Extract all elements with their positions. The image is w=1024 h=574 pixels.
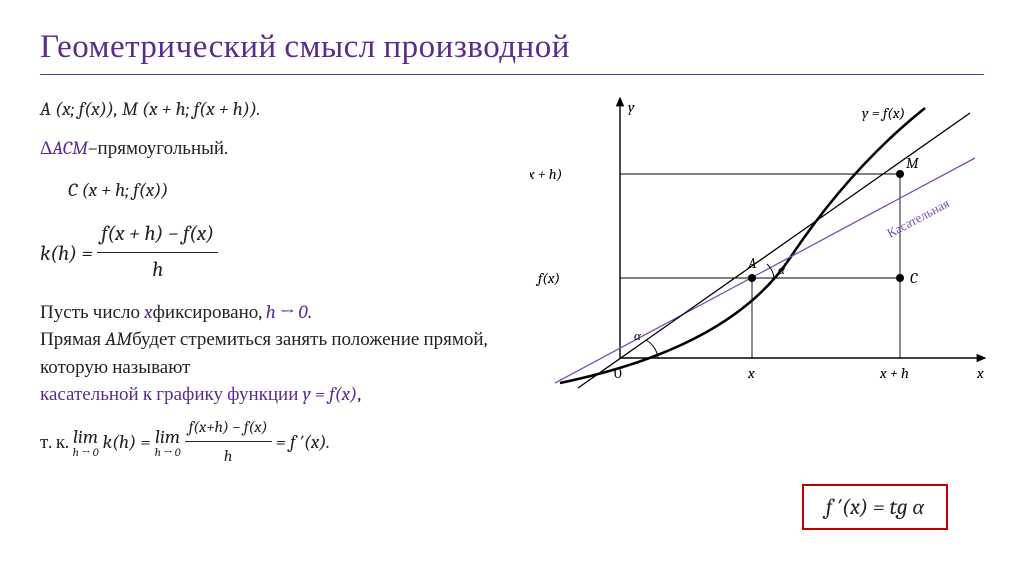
lim-num: f(x+h) − f(x): [185, 415, 272, 442]
limit-1: limh → 0: [73, 428, 99, 459]
line-am: AM: [105, 328, 132, 350]
triangle-name: ACM: [52, 137, 88, 159]
triangle-line: ΔACM–прямоугольный.: [40, 134, 540, 163]
delta-symbol: Δ: [40, 137, 52, 159]
triangle-desc: –прямоугольный.: [88, 137, 228, 159]
math-content: A (x; f(x)), M (x + h; f(x + h)). ΔACM–п…: [40, 95, 540, 470]
svg-text:α: α: [634, 329, 642, 344]
diagram-svg: A M Cα α x x + h f(x) f(x + h) 0 x y y = f(x) Касате…: [530, 88, 990, 408]
point-c-line: C (x + h; f(x)): [68, 176, 540, 205]
points-line: A (x; f(x)), M (x + h; f(x + h)).: [40, 95, 540, 124]
lim-word-2: lim: [155, 428, 181, 447]
let-pre: Пусть число: [40, 301, 144, 323]
svg-text:x: x: [976, 364, 984, 382]
svg-text:Касательная: Касательная: [885, 196, 952, 241]
kh-formula: k(h) = f(x + h) − f(x)h: [40, 221, 540, 289]
let-dot: .: [308, 301, 312, 323]
lim-fprime: = f ′(x).: [272, 431, 330, 453]
derivative-diagram: A M Cα α x x + h f(x) f(x + h) 0 x y y = f(x) Касате…: [530, 88, 990, 408]
page-title: Геометрический смысл производной: [40, 28, 984, 75]
let-fixed: фиксировано,: [153, 301, 266, 323]
limit-2: limh → 0: [155, 428, 181, 459]
line-pre: Прямая: [40, 328, 105, 350]
svg-text:C: C: [910, 269, 918, 287]
svg-text:M: M: [906, 154, 919, 172]
svg-text:f(x + h): f(x + h): [530, 165, 562, 183]
svg-text:0: 0: [614, 364, 622, 382]
kh-numerator: f(x + h) − f(x): [97, 219, 218, 254]
svg-text:x: x: [747, 364, 755, 382]
tangent-text: касательной к графику функции: [40, 383, 303, 405]
kh-denominator: h: [97, 253, 218, 287]
svg-text:A: A: [747, 254, 757, 272]
lim-kh: k(h) =: [99, 431, 155, 453]
kh-lhs: k(h) =: [40, 241, 97, 265]
svg-text:y = f(x): y = f(x): [862, 104, 905, 122]
lim-sub-2: h → 0: [155, 447, 181, 459]
lim-fraction: f(x+h) − f(x)h: [185, 415, 272, 468]
explanation-para: Пусть число xфиксировано, h → 0. Прямая …: [40, 299, 540, 409]
let-h0: h → 0: [266, 301, 308, 323]
lim-den: h: [185, 442, 272, 468]
result-box: f ′(x) = tg α: [802, 484, 948, 530]
tangent-eq: y = f(x): [303, 383, 358, 405]
limit-line: т. к. limh → 0 k(h) = limh → 0 f(x+h) − …: [40, 417, 540, 470]
tangent-comma: ,: [357, 383, 361, 405]
lim-pre: т. к.: [40, 431, 73, 453]
svg-text:f(x): f(x): [535, 269, 560, 287]
let-x: x: [144, 301, 152, 323]
svg-text:y: y: [628, 98, 635, 116]
svg-text:α: α: [778, 263, 786, 278]
lim-sub-1: h → 0: [73, 447, 99, 459]
svg-text:x + h: x + h: [879, 364, 909, 382]
kh-fraction: f(x + h) − f(x)h: [97, 219, 218, 287]
lim-word-1: lim: [73, 428, 99, 447]
